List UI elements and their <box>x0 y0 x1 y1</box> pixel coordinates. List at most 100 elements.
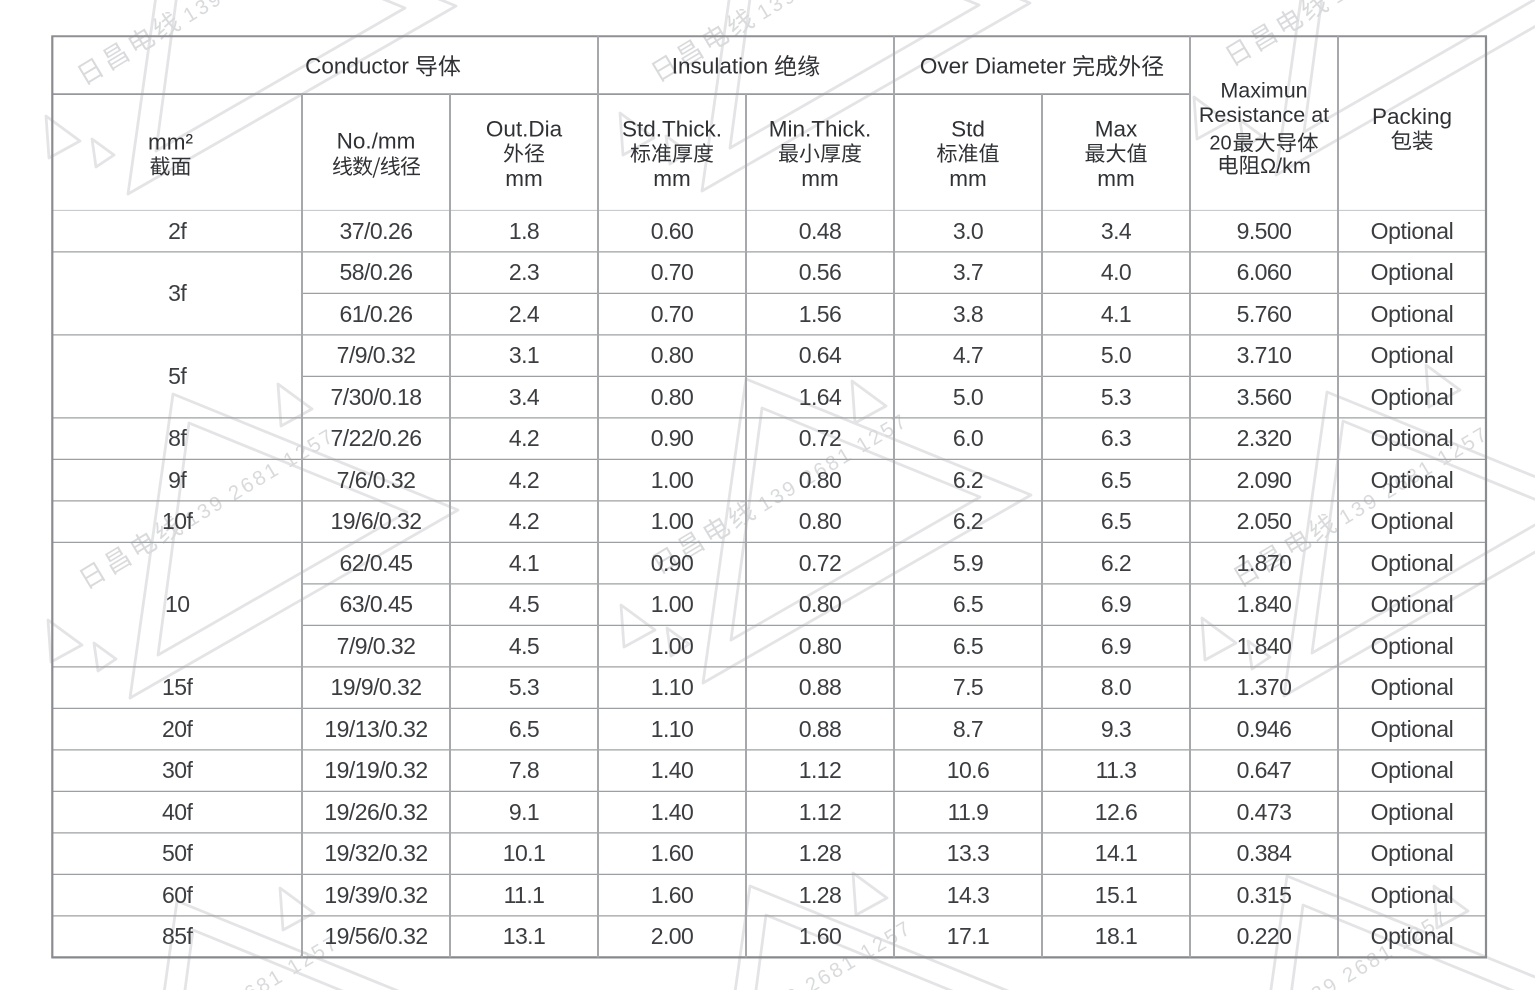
svg-text:37/0.26: 37/0.26 <box>340 218 413 244</box>
svg-text:7/6/0.32: 7/6/0.32 <box>337 467 416 493</box>
svg-text:Packing: Packing <box>1372 104 1452 129</box>
svg-text:6.0: 6.0 <box>953 425 983 451</box>
svg-text:7/30/0.18: 7/30/0.18 <box>331 384 422 410</box>
svg-text:0.315: 0.315 <box>1237 882 1292 908</box>
svg-text:1.10: 1.10 <box>651 674 694 700</box>
svg-text:0.80: 0.80 <box>799 591 842 617</box>
svg-text:1.28: 1.28 <box>799 840 842 866</box>
svg-text:mm: mm <box>949 166 987 191</box>
svg-text:5.760: 5.760 <box>1237 301 1292 327</box>
svg-text:12.6: 12.6 <box>1095 799 1138 825</box>
svg-text:Optional: Optional <box>1371 716 1454 742</box>
svg-text:mm²: mm² <box>148 130 193 155</box>
svg-text:7.5: 7.5 <box>953 674 983 700</box>
svg-text:6.2: 6.2 <box>953 467 983 493</box>
svg-text:4.7: 4.7 <box>953 342 983 368</box>
svg-text:1.40: 1.40 <box>651 757 694 783</box>
svg-text:2.090: 2.090 <box>1237 467 1292 493</box>
svg-text:19/56/0.32: 19/56/0.32 <box>324 923 427 949</box>
svg-text:0.60: 0.60 <box>651 218 694 244</box>
svg-text:Optional: Optional <box>1371 799 1454 825</box>
svg-text:1.840: 1.840 <box>1237 591 1292 617</box>
svg-text:7/9/0.32: 7/9/0.32 <box>337 633 416 659</box>
svg-text:0.80: 0.80 <box>799 467 842 493</box>
svg-text:1.8: 1.8 <box>509 218 539 244</box>
svg-text:8f: 8f <box>168 425 187 451</box>
svg-text:4.5: 4.5 <box>509 633 539 659</box>
svg-text:4.1: 4.1 <box>509 550 539 576</box>
svg-text:3.710: 3.710 <box>1237 342 1292 368</box>
svg-text:Optional: Optional <box>1371 301 1454 327</box>
svg-text:3.4: 3.4 <box>509 384 540 410</box>
svg-text:0.80: 0.80 <box>799 633 842 659</box>
svg-text:4.2: 4.2 <box>509 467 539 493</box>
svg-text:Optional: Optional <box>1371 508 1454 534</box>
svg-text:7/9/0.32: 7/9/0.32 <box>337 342 416 368</box>
svg-text:50f: 50f <box>162 840 193 866</box>
svg-text:1.870: 1.870 <box>1237 550 1292 576</box>
svg-text:1.00: 1.00 <box>651 508 694 534</box>
svg-text:2.3: 2.3 <box>509 259 539 285</box>
svg-text:6.2: 6.2 <box>1101 550 1131 576</box>
svg-text:30f: 30f <box>162 757 193 783</box>
svg-text:0.70: 0.70 <box>651 259 694 285</box>
svg-text:10: 10 <box>165 591 189 617</box>
svg-text:5.9: 5.9 <box>953 550 983 576</box>
svg-text:Optional: Optional <box>1371 550 1454 576</box>
svg-text:6.060: 6.060 <box>1237 259 1292 285</box>
svg-text:19/19/0.32: 19/19/0.32 <box>324 757 427 783</box>
svg-text:8.0: 8.0 <box>1101 674 1131 700</box>
svg-text:0.88: 0.88 <box>799 716 842 742</box>
svg-text:19/39/0.32: 19/39/0.32 <box>324 882 427 908</box>
svg-text:9.1: 9.1 <box>509 799 539 825</box>
svg-text:6.5: 6.5 <box>509 716 539 742</box>
svg-text:Optional: Optional <box>1371 757 1454 783</box>
svg-text:0.64: 0.64 <box>799 342 842 368</box>
svg-text:7.8: 7.8 <box>509 757 539 783</box>
svg-text:Max: Max <box>1095 117 1138 142</box>
svg-text:15.1: 15.1 <box>1095 882 1138 908</box>
svg-text:4.1: 4.1 <box>1101 301 1131 327</box>
svg-text:Optional: Optional <box>1371 218 1454 244</box>
svg-text:1.00: 1.00 <box>651 633 694 659</box>
svg-text:Optional: Optional <box>1371 342 1454 368</box>
svg-text:3f: 3f <box>168 280 187 306</box>
svg-text:0.48: 0.48 <box>799 218 842 244</box>
svg-text:3.560: 3.560 <box>1237 384 1292 410</box>
svg-text:19/13/0.32: 19/13/0.32 <box>324 716 427 742</box>
svg-text:No./mm: No./mm <box>337 129 416 154</box>
svg-text:1.370: 1.370 <box>1237 674 1292 700</box>
svg-text:20: 20 <box>1209 133 1231 155</box>
svg-text:0.80: 0.80 <box>651 342 694 368</box>
svg-text:0.88: 0.88 <box>799 674 842 700</box>
svg-text:3.1: 3.1 <box>509 342 539 368</box>
svg-text:0.80: 0.80 <box>799 508 842 534</box>
svg-text:60f: 60f <box>162 882 193 908</box>
svg-text:0.90: 0.90 <box>651 550 694 576</box>
svg-text:6.5: 6.5 <box>953 633 983 659</box>
svg-text:0.80: 0.80 <box>651 384 694 410</box>
svg-text:1.28: 1.28 <box>799 882 842 908</box>
svg-text:0.384: 0.384 <box>1237 840 1293 866</box>
svg-text:8.7: 8.7 <box>953 716 983 742</box>
svg-text:Std: Std <box>951 117 985 142</box>
svg-text:Optional: Optional <box>1371 591 1454 617</box>
svg-text:62/0.45: 62/0.45 <box>340 550 413 576</box>
svg-text:61/0.26: 61/0.26 <box>340 301 413 327</box>
svg-text:6.2: 6.2 <box>953 508 983 534</box>
svg-text:19/26/0.32: 19/26/0.32 <box>324 799 427 825</box>
svg-text:0.220: 0.220 <box>1237 923 1292 949</box>
svg-text:4.5: 4.5 <box>509 591 539 617</box>
svg-text:4.0: 4.0 <box>1101 259 1131 285</box>
svg-text:2.320: 2.320 <box>1237 425 1292 451</box>
svg-text:6.5: 6.5 <box>1101 508 1131 534</box>
svg-text:0.72: 0.72 <box>799 425 842 451</box>
svg-text:0.90: 0.90 <box>651 425 694 451</box>
svg-text:6.9: 6.9 <box>1101 591 1131 617</box>
svg-text:0.946: 0.946 <box>1237 716 1292 742</box>
svg-text:Resistance at: Resistance at <box>1199 103 1329 127</box>
svg-text:1.12: 1.12 <box>799 757 842 783</box>
svg-text:3.0: 3.0 <box>953 218 983 244</box>
svg-text:11.9: 11.9 <box>948 799 989 825</box>
svg-text:85f: 85f <box>162 923 193 949</box>
